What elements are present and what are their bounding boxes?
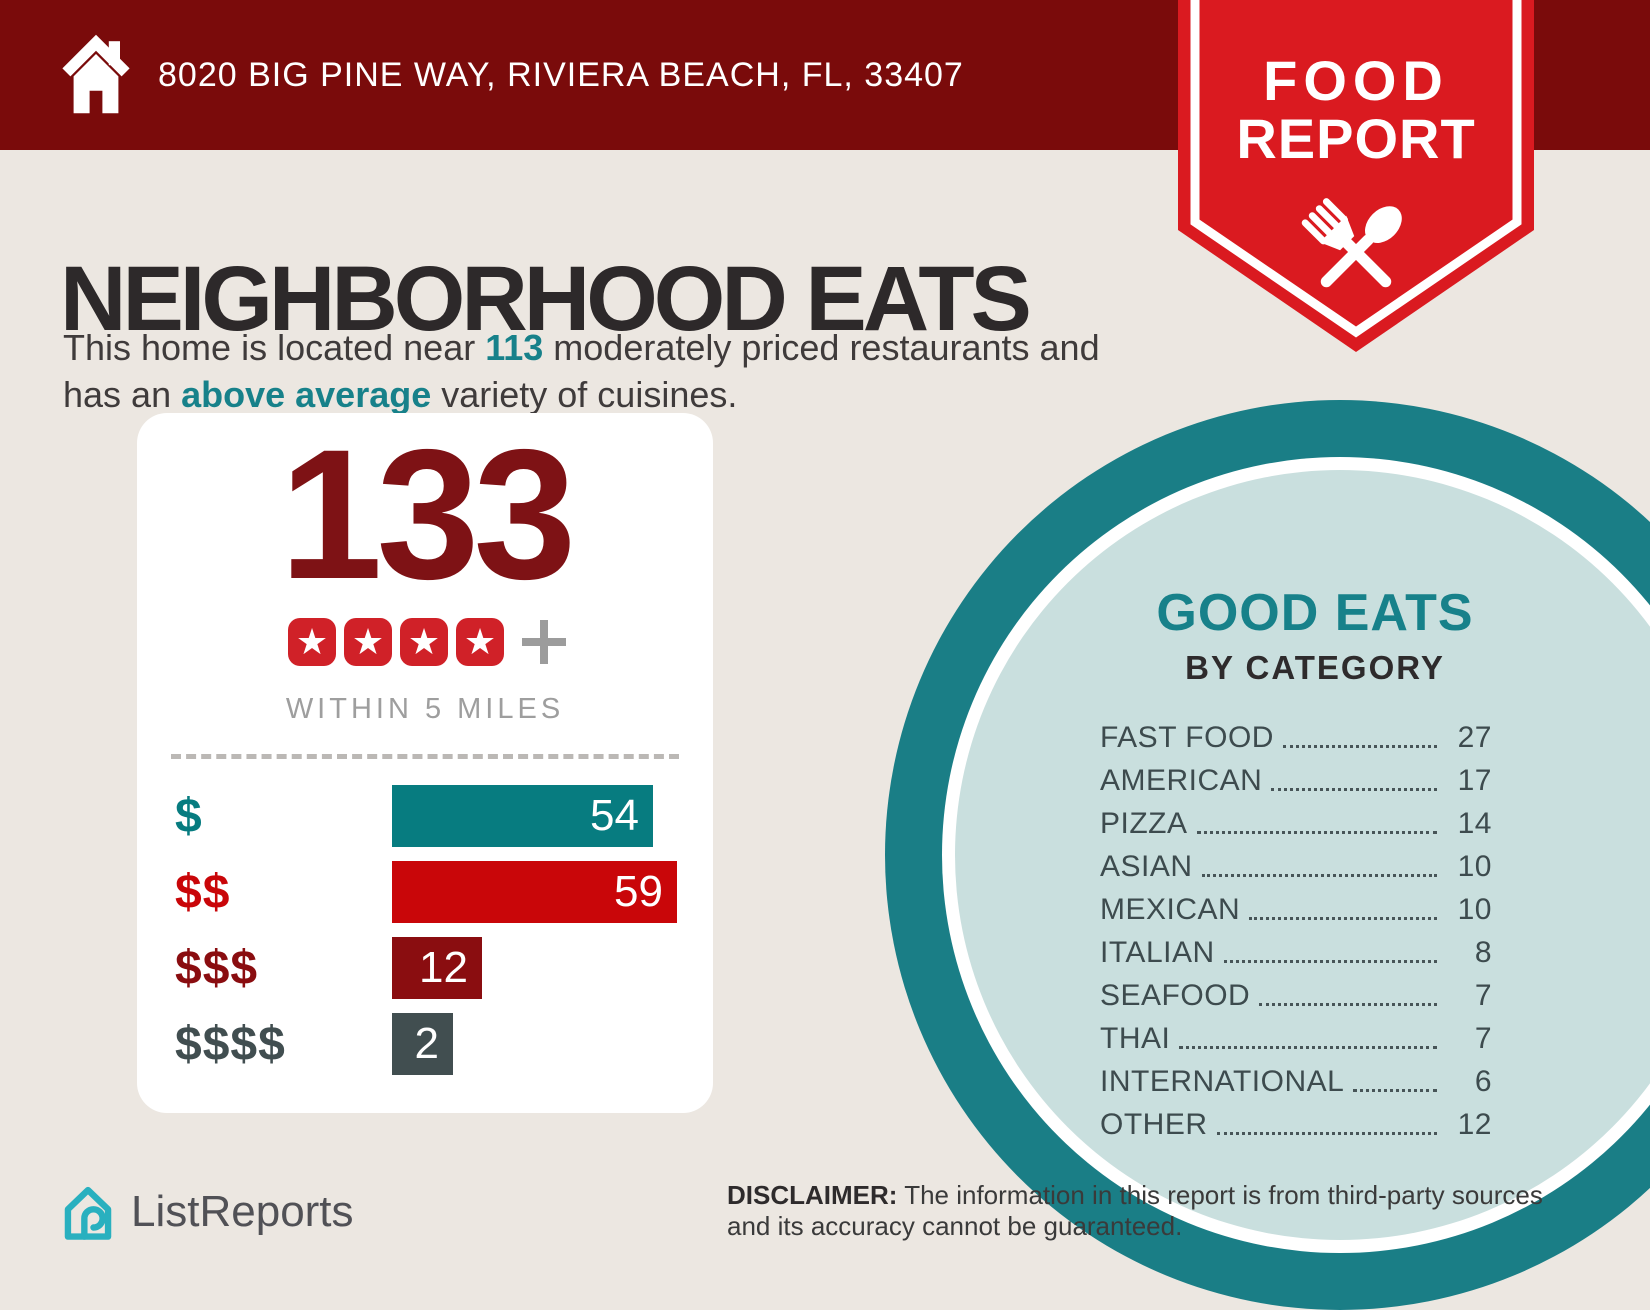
category-dotted-leader [1271, 788, 1437, 791]
intro-mid2: has an [63, 374, 182, 415]
price-bar-value: 12 [419, 943, 468, 992]
intro-highlight: above average [181, 374, 432, 415]
intro-post: variety of cuisines. [431, 374, 738, 415]
category-label: ASIAN [1100, 850, 1193, 883]
category-value: 10 [1457, 893, 1492, 926]
price-bar-row: $$$$ 2 [175, 1013, 713, 1075]
intro-pre: This home is located near [63, 327, 486, 368]
price-bar-row: $$$ 12 [175, 937, 713, 999]
category-value: 6 [1474, 1065, 1492, 1098]
category-row: INTERNATIONAL 6 [1100, 1056, 1492, 1099]
category-row: AMERICAN 17 [1100, 755, 1492, 798]
category-dotted-leader [1353, 1089, 1437, 1092]
category-label: INTERNATIONAL [1100, 1065, 1345, 1098]
ribbon-shape [1178, 0, 1534, 352]
price-bar-value: 2 [414, 1019, 439, 1068]
plus-icon [522, 620, 566, 664]
star-icon: ★ [400, 618, 448, 666]
price-tier-label: $$ [175, 865, 231, 919]
ribbon-line1: FOOD [1263, 49, 1449, 112]
good-eats-circle-fill [955, 470, 1650, 1240]
intro-restaurant-count: 113 [485, 327, 544, 368]
listreports-logo: ListReports [57, 1180, 354, 1244]
good-eats-title: GOOD EATS [1156, 584, 1474, 642]
category-list: FAST FOOD 27 AMERICAN 17 PIZZA 14 ASIAN … [1100, 712, 1492, 1142]
price-bar-value: 59 [614, 867, 663, 916]
disclaimer: DISCLAIMER: The information in this repo… [727, 1180, 1577, 1242]
listreports-logo-icon [64, 1186, 112, 1240]
category-row: FAST FOOD 27 [1100, 712, 1492, 755]
category-dotted-leader [1216, 1132, 1437, 1135]
price-tier-label: $$$$ [175, 1017, 286, 1071]
good-eats-header: GOOD EATS BY CATEGORY [1085, 583, 1545, 687]
page-title: NEIGHBORHOOD EATS [60, 247, 1032, 350]
category-row: MEXICAN 10 [1100, 884, 1492, 927]
category-value: 27 [1457, 721, 1492, 754]
category-dotted-leader [1223, 960, 1437, 963]
category-row: ASIAN 10 [1100, 841, 1492, 884]
category-row: PIZZA 14 [1100, 798, 1492, 841]
category-dotted-leader [1259, 1003, 1437, 1006]
food-report-ribbon: FOOD REPORT [1178, 0, 1534, 372]
ribbon-line2: REPORT [1236, 107, 1475, 170]
category-value: 7 [1474, 1022, 1492, 1055]
stars: ★ ★ ★ ★ [284, 618, 508, 666]
card-divider [171, 754, 679, 759]
category-label: FAST FOOD [1100, 721, 1274, 754]
disclaimer-label: DISCLAIMER: [727, 1180, 898, 1210]
category-dotted-leader [1201, 874, 1437, 877]
good-eats-subtitle: BY CATEGORY [1185, 649, 1445, 686]
utensils-icon [1301, 198, 1402, 288]
category-label: THAI [1100, 1022, 1171, 1055]
category-label: PIZZA [1100, 807, 1188, 840]
price-tier-label: $$$ [175, 941, 259, 995]
price-bar: 54 [392, 785, 653, 847]
category-row: OTHER 12 [1100, 1099, 1492, 1142]
restaurant-count: 133 [279, 412, 577, 618]
category-row: SEAFOOD 7 [1100, 970, 1492, 1013]
price-bar: 12 [392, 937, 482, 999]
ribbon-inner-border [1190, 0, 1522, 338]
category-label: SEAFOOD [1100, 979, 1251, 1012]
category-dotted-leader [1196, 831, 1437, 834]
category-value: 8 [1474, 936, 1492, 969]
home-icon [62, 34, 130, 114]
category-row: THAI 7 [1100, 1013, 1492, 1056]
category-row: ITALIAN 8 [1100, 927, 1492, 970]
star-rating: ★ ★ ★ ★ [137, 618, 713, 666]
disclaimer-text: The information in this report is from t… [727, 1180, 1543, 1241]
price-bar: 2 [392, 1013, 453, 1075]
restaurant-stats-card: 133 ★ ★ ★ ★ WITHIN 5 MILES $ 54 $$ 59 $$… [137, 413, 713, 1113]
category-value: 12 [1457, 1108, 1492, 1141]
category-label: ITALIAN [1100, 936, 1215, 969]
within-miles-label: WITHIN 5 MILES [285, 693, 565, 725]
star-icon: ★ [456, 618, 504, 666]
category-value: 17 [1457, 764, 1492, 797]
price-bar-chart: $ 54 $$ 59 $$$ 12 $$$$ 2 [175, 785, 713, 1089]
category-dotted-leader [1249, 917, 1437, 920]
category-label: OTHER [1100, 1108, 1208, 1141]
intro-paragraph: This home is located near 113 moderately… [63, 324, 1143, 418]
property-address: 8020 BIG PINE WAY, RIVIERA BEACH, FL, 33… [158, 55, 964, 94]
category-dotted-leader [1179, 1046, 1437, 1049]
category-value: 10 [1457, 850, 1492, 883]
category-label: AMERICAN [1100, 764, 1263, 797]
category-value: 7 [1474, 979, 1492, 1012]
intro-mid: moderately priced restaurants and [543, 327, 1100, 368]
star-icon: ★ [288, 618, 336, 666]
category-dotted-leader [1282, 745, 1437, 748]
category-label: MEXICAN [1100, 893, 1241, 926]
star-icon: ★ [344, 618, 392, 666]
price-bar-value: 54 [590, 791, 639, 840]
price-bar: 59 [392, 861, 677, 923]
category-value: 14 [1457, 807, 1492, 840]
listreports-logo-text: ListReports [131, 1187, 354, 1236]
price-bar-row: $$ 59 [175, 861, 713, 923]
price-bar-row: $ 54 [175, 785, 713, 847]
price-tier-label: $ [175, 789, 203, 843]
